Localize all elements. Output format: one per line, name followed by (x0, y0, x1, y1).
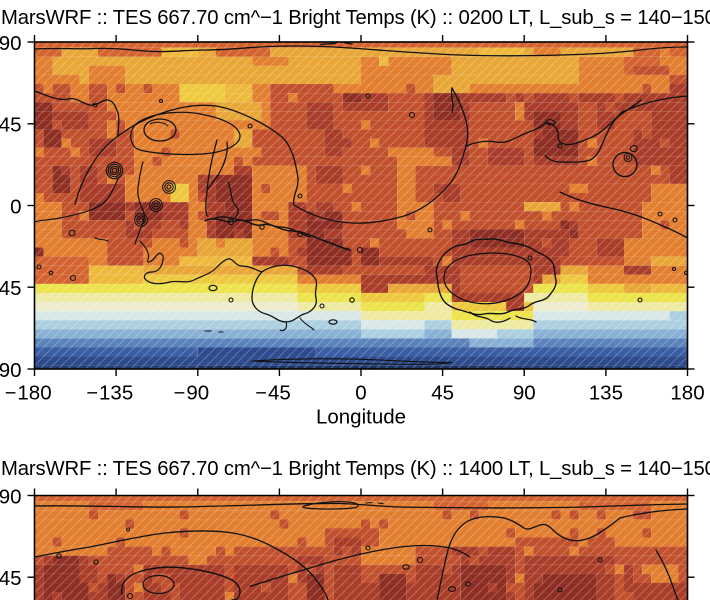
svg-text:45: 45 (268, 382, 291, 405)
svg-text:180: 180 (17, 382, 51, 405)
svg-text:Longitude: Longitude (316, 406, 406, 429)
svg-text:90: 90 (513, 382, 536, 405)
svg-text:90: 90 (0, 485, 22, 508)
svg-text:135: 135 (589, 382, 623, 405)
svg-text:0: 0 (355, 382, 366, 405)
svg-text:−: − (255, 383, 267, 405)
svg-text:MarsWRF :: TES 667.70 cm^−1 Br: MarsWRF :: TES 667.70 cm^−1 Bright Temps… (1, 7, 710, 29)
svg-text:180: 180 (670, 382, 704, 405)
svg-text:−45: −45 (0, 277, 22, 300)
svg-text:135: 135 (99, 382, 133, 405)
svg-text:90: 90 (0, 32, 22, 55)
svg-text:−90: −90 (0, 359, 22, 382)
svg-text:−: − (86, 383, 98, 405)
svg-text:−: − (5, 383, 17, 405)
svg-text:45: 45 (0, 114, 22, 137)
svg-text:MarsWRF :: TES 667.70 cm^−1 Br: MarsWRF :: TES 667.70 cm^−1 Bright Temps… (1, 458, 710, 480)
svg-text:45: 45 (431, 382, 454, 405)
svg-text:−: − (174, 383, 186, 405)
svg-text:45: 45 (0, 567, 22, 590)
svg-text:0: 0 (10, 195, 21, 218)
svg-text:90: 90 (186, 382, 209, 405)
